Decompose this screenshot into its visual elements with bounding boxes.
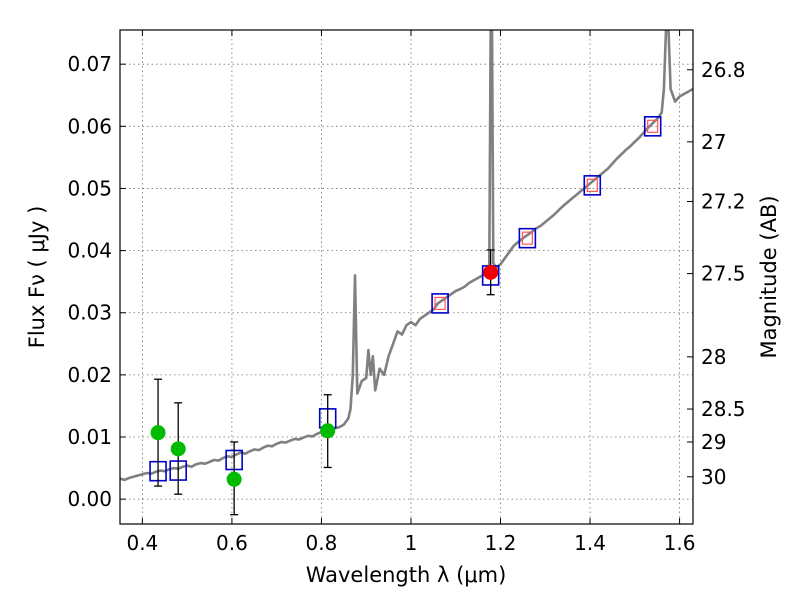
model-inner-marker bbox=[434, 296, 446, 311]
magnitude-tick-label: 26.8 bbox=[701, 58, 746, 82]
y-tick-label: 0.06 bbox=[67, 114, 112, 138]
magnitude-tick-label: 30 bbox=[701, 465, 726, 489]
x-tick-label: 1 bbox=[405, 531, 418, 555]
x-tick-label: 1.4 bbox=[574, 531, 606, 555]
x-tick-label: 1.2 bbox=[485, 531, 517, 555]
magnitude-tick-label: 28 bbox=[701, 345, 726, 369]
photometry-point bbox=[150, 425, 166, 441]
grid-lines bbox=[120, 30, 693, 524]
y-tick-label: 0.02 bbox=[67, 363, 112, 387]
model-square-marker bbox=[431, 293, 449, 314]
model-inner-marker bbox=[647, 119, 659, 133]
y2-axis-title: Magnitude (AB) bbox=[757, 195, 781, 358]
plot-frame bbox=[119, 29, 694, 525]
magnitude-tick-label: 27 bbox=[701, 130, 726, 154]
photometry-point bbox=[226, 471, 242, 487]
axes: 0.4 0.6 0.8 1 1.2 1.4 1.6 0.00 0.01 0.02 0.03 0.04 0… bbox=[67, 30, 746, 555]
data-series bbox=[120, 30, 693, 516]
y-tick-label: 0.00 bbox=[67, 487, 112, 511]
y-tick-label: 0.07 bbox=[67, 52, 112, 76]
y-tick-label: 0.03 bbox=[67, 301, 112, 325]
magnitude-tick-label: 28.5 bbox=[701, 397, 746, 421]
x-tick-label: 1.6 bbox=[664, 531, 696, 555]
y-tick-label: 0.01 bbox=[67, 425, 112, 449]
x-axis-title: Wavelength λ (μm) bbox=[306, 563, 507, 587]
y-axis-title: Flux Fν ( μJy ) bbox=[25, 206, 49, 349]
magnitude-tick-label: 27.5 bbox=[701, 262, 746, 286]
y-tick-label: 0.05 bbox=[67, 176, 112, 200]
model-square-marker bbox=[643, 116, 662, 137]
magnitude-tick-label: 27.2 bbox=[701, 190, 746, 214]
x-tick-label: 0.4 bbox=[126, 531, 158, 555]
y-tick-label: 0.04 bbox=[67, 239, 112, 263]
model-inner-marker bbox=[521, 231, 533, 245]
photometry-point bbox=[483, 264, 499, 280]
magnitude-tick-label: 29 bbox=[701, 430, 726, 454]
model-square-marker bbox=[518, 227, 537, 249]
model-square-marker bbox=[583, 175, 602, 196]
x-tick-label: 0.8 bbox=[306, 531, 338, 555]
photometry-point bbox=[170, 441, 186, 457]
model-inner-marker bbox=[586, 178, 598, 192]
x-tick-label: 0.6 bbox=[216, 531, 248, 555]
photometry-point bbox=[320, 423, 336, 439]
